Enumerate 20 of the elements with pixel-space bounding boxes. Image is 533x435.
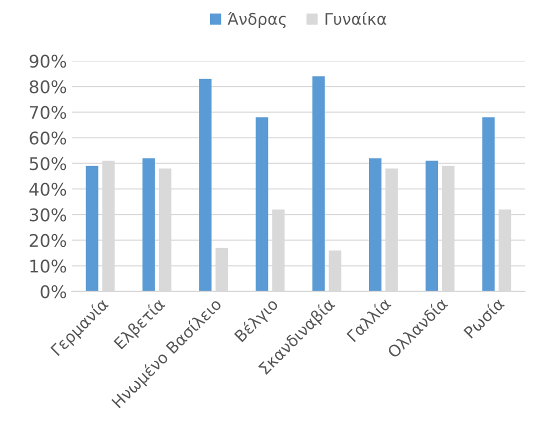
bar [142,158,155,292]
legend-label: Άνδρας [228,12,286,28]
legend-label: Γυναίκα [326,12,386,25]
y-tick-label: 90% [30,54,66,68]
bar [256,117,268,292]
bar [312,76,325,292]
bar [199,78,212,292]
bar [86,166,98,292]
y-tick-label: 40% [29,182,66,196]
y-tick-label: 70% [30,106,66,119]
bar [426,160,438,292]
bar [368,158,382,292]
y-tick-label: 80% [30,80,66,94]
bar [482,117,495,292]
y-tick-label: 10% [30,260,66,273]
y-tick-label: 50% [30,157,66,170]
y-tick-label: 60% [30,131,66,145]
y-tick-label: 20% [30,234,66,248]
y-tick-label: 30% [30,208,66,222]
y-tick-label: 0% [40,285,66,298]
